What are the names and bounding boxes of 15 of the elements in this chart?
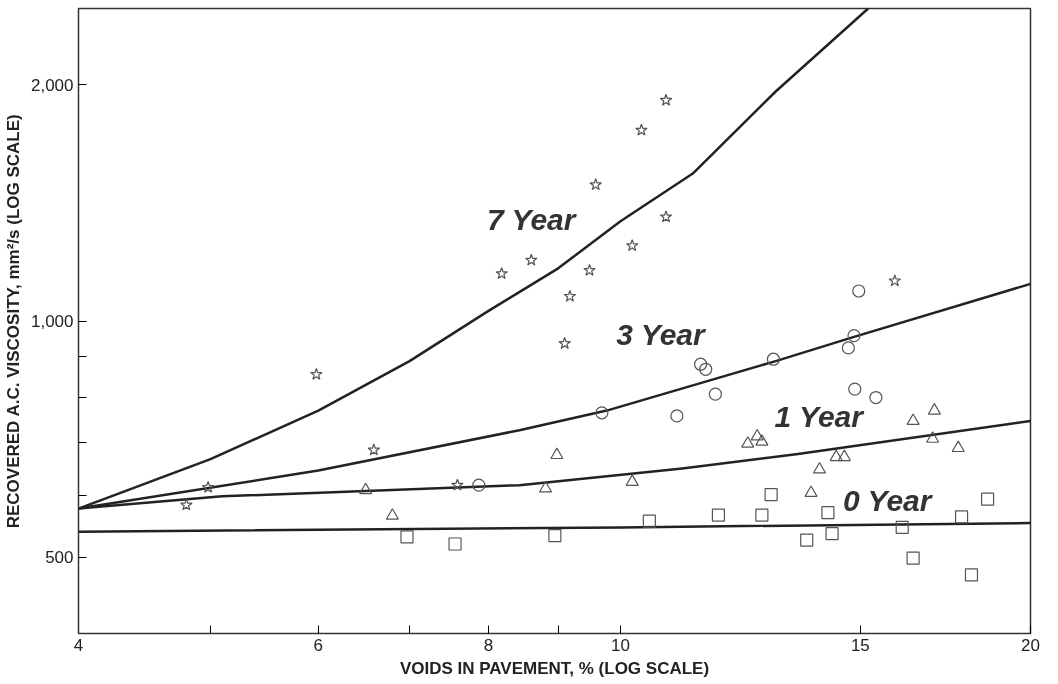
x-axis-title: VOIDS IN PAVEMENT, % (LOG SCALE) — [399, 658, 710, 678]
x-tick-label: 20 — [1021, 635, 1040, 655]
series-label: 7 Year — [487, 203, 578, 237]
x-tick-label: 15 — [850, 635, 870, 655]
y-tick-label: 2,000 — [30, 75, 74, 95]
x-tick-label: 6 — [313, 635, 324, 655]
y-tick-label: 1,000 — [30, 312, 74, 331]
series-label: 3 Year — [616, 318, 707, 352]
series-label: 1 Year — [774, 399, 866, 433]
y-tick-label: 500 — [45, 548, 74, 568]
y-axis-title: RECOVERED A.C. VISCOSITY, mm²/s (LOG SCALE) — [3, 114, 23, 529]
x-tick-label: 8 — [483, 635, 494, 655]
series-label: 0 Year — [843, 483, 934, 517]
x-tick-label: 10 — [611, 635, 630, 655]
x-tick-label: 4 — [73, 635, 84, 655]
